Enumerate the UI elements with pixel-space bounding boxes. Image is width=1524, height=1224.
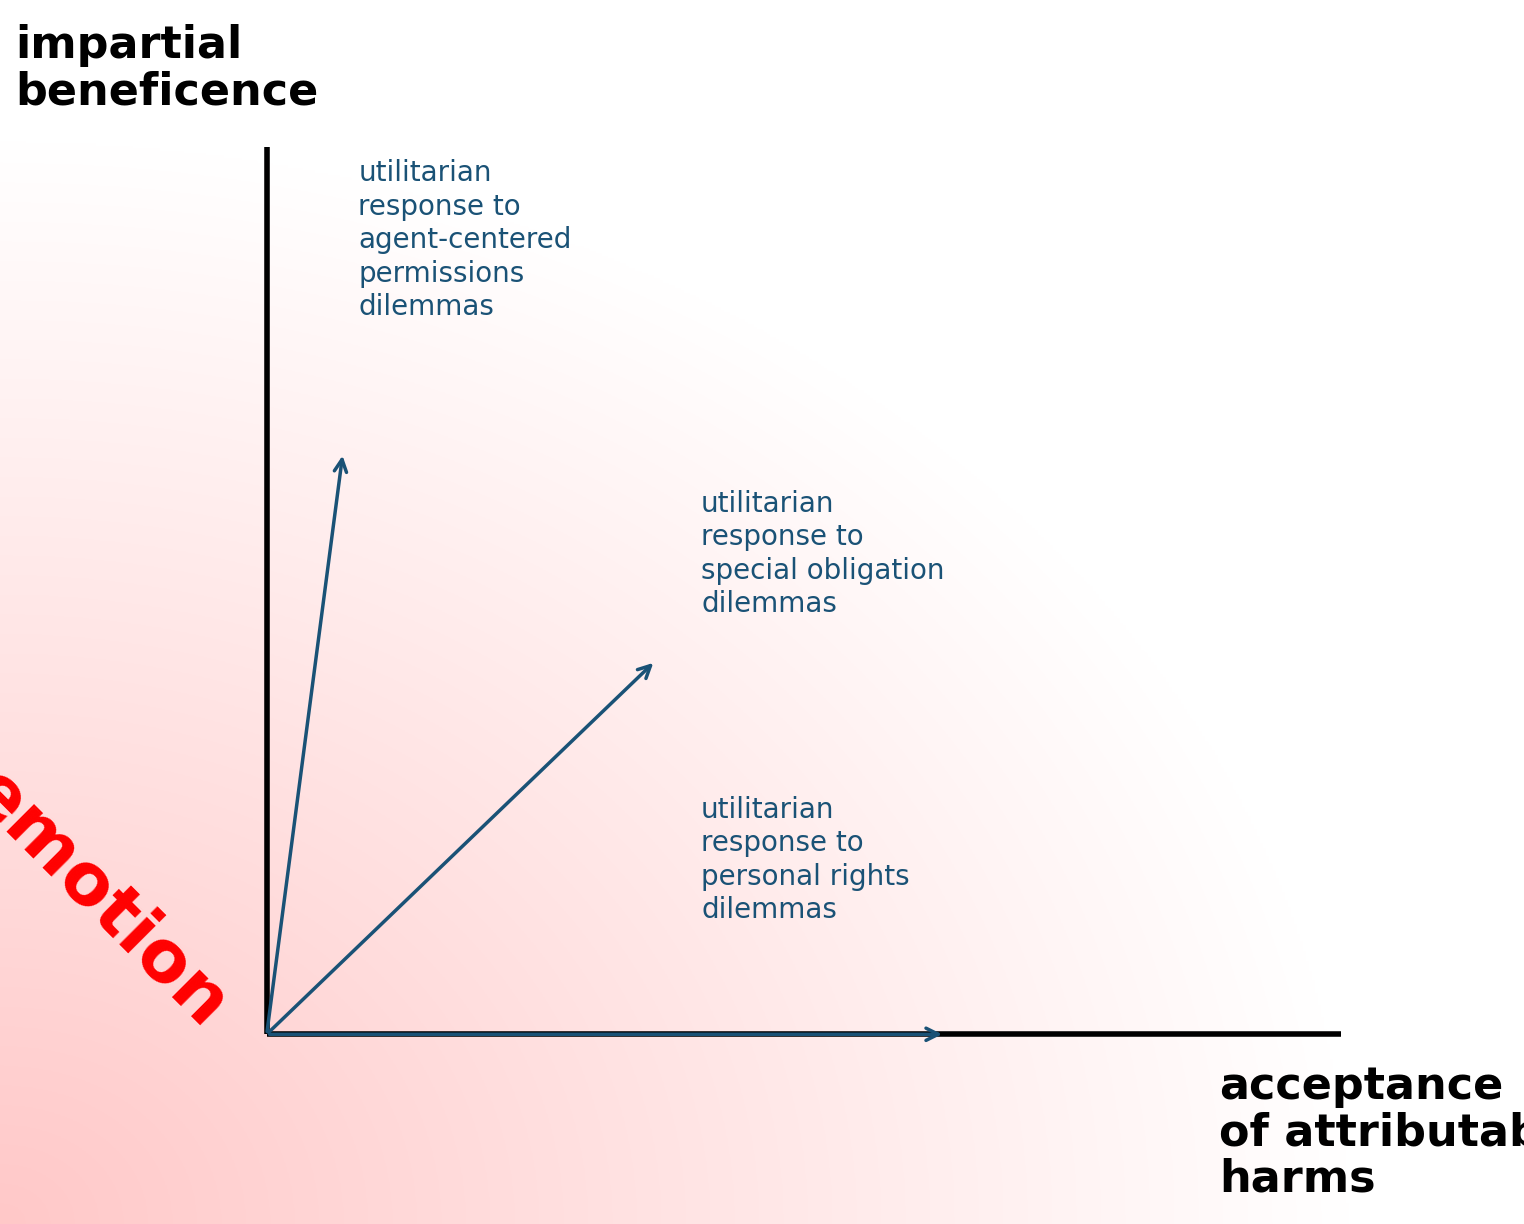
Text: utilitarian
response to
agent-centered
permissions
dilemmas: utilitarian response to agent-centered p… <box>358 159 572 321</box>
Text: impartial
beneficence: impartial beneficence <box>15 24 319 114</box>
Text: utilitarian
response to
special obligation
dilemmas: utilitarian response to special obligati… <box>701 490 945 618</box>
Text: utilitarian
response to
personal rights
dilemmas: utilitarian response to personal rights … <box>701 796 910 924</box>
Text: emotion: emotion <box>0 756 242 1043</box>
Text: acceptance
of attributable
harms: acceptance of attributable harms <box>1219 1065 1524 1201</box>
